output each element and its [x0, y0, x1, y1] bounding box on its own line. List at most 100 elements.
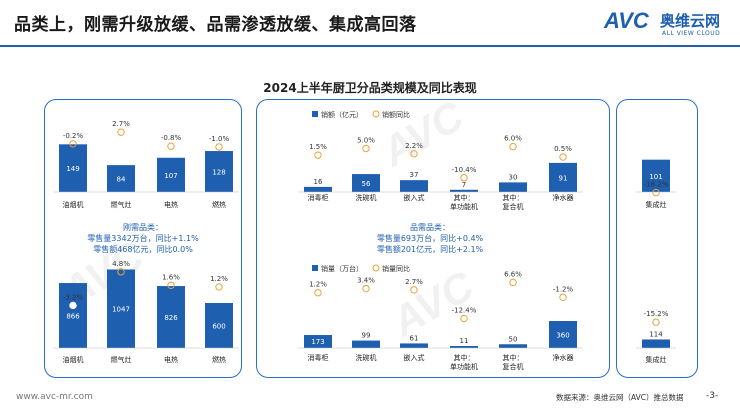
- category-label: 嵌入式: [404, 193, 425, 202]
- chart-bar: [304, 186, 332, 192]
- pct-label: 0.5%: [554, 145, 572, 153]
- chart-title: 2024上半年厨卫分品类规模及同比表现: [263, 81, 477, 95]
- category-label: 其中：: [454, 193, 475, 202]
- header-divider: [0, 45, 740, 47]
- bar-value-label: 826: [164, 314, 178, 322]
- category-label: 电热: [164, 355, 178, 364]
- pct-label: -1.2%: [553, 285, 574, 293]
- pct-marker: [69, 140, 77, 148]
- category-label: 复合机: [503, 362, 524, 371]
- chart-bar: [642, 159, 670, 192]
- bar-value-label: 84: [117, 176, 126, 184]
- pct-marker: [314, 151, 322, 159]
- logo-cn-text: 奥维云网: [660, 12, 721, 30]
- bar-value-label: 50: [509, 335, 518, 343]
- pct-marker: [410, 150, 418, 158]
- bar-value-label: 101: [649, 173, 662, 181]
- legend-bar-swatch: [312, 111, 318, 117]
- chart-bar: [352, 340, 380, 348]
- pct-marker: [69, 301, 77, 310]
- category-label: 集成灶: [646, 200, 667, 209]
- pct-label: 2.7%: [405, 278, 423, 286]
- category-label: 燃气灶: [111, 200, 132, 209]
- category-label: 单功能机: [450, 202, 478, 211]
- category-label: 集成灶: [646, 355, 667, 364]
- pct-marker: [314, 289, 322, 297]
- bar-value-label: 600: [212, 323, 225, 331]
- pct-label: 1.6%: [162, 273, 180, 281]
- legend-pct-label: 销量同比: [382, 264, 410, 273]
- pct-marker: [460, 314, 468, 323]
- pct-label: -0.8%: [161, 134, 182, 142]
- category-label: 洗碗机: [356, 353, 377, 362]
- chart-bar: [400, 180, 428, 192]
- quality-annotation-volume: 零售量693万台，同比+0.4%: [376, 234, 484, 243]
- category-label: 嵌入式: [404, 353, 425, 362]
- category-label: 电热: [164, 200, 178, 209]
- rigid-annotation: 刚需品类： 零售量3342万台，同比+1.1% 零售额468亿元，同比0.0%: [48, 222, 238, 255]
- bar-value-label: 1047: [112, 306, 130, 314]
- pct-label: 3.4%: [357, 277, 375, 285]
- chart-bar: [549, 162, 577, 192]
- pct-label: 5.0%: [357, 137, 375, 145]
- chart-bar: [450, 189, 478, 192]
- page-number: -3-: [706, 391, 719, 401]
- chart-bar: [549, 321, 577, 348]
- chart-bar: [642, 339, 670, 348]
- pct-label: -1.0%: [209, 135, 230, 143]
- chart-bar: [107, 269, 135, 348]
- avc-logo: AVC 奥维云网 ALL VIEW CLOUD: [604, 8, 732, 42]
- pct-marker: [117, 268, 125, 276]
- chart-bar: [304, 335, 332, 348]
- bar-value-label: 11: [460, 337, 469, 345]
- legend-pct-swatch: [372, 264, 380, 272]
- category-label: 燃热: [212, 200, 226, 209]
- pct-marker: [652, 318, 660, 326]
- pct-marker: [167, 142, 175, 150]
- pct-label: -18.2%: [644, 181, 669, 189]
- quality-annotation: 品需品类： 零售量693万台，同比+0.4% 零售额201亿元，同比+2.1%: [340, 222, 520, 255]
- bar-value-label: 360: [556, 332, 569, 340]
- legend-pct-swatch: [372, 110, 380, 118]
- chart-bar: [400, 343, 428, 348]
- rigid-annotation-head: 刚需品类：: [123, 223, 163, 232]
- chart-bar: [205, 151, 233, 192]
- legend-bar-label: 销量（万台）: [321, 264, 363, 273]
- pct-label: -3.2%: [63, 293, 84, 301]
- category-label: 油烟机: [63, 355, 84, 364]
- pct-marker: [410, 286, 418, 294]
- bar-value-label: 37: [410, 171, 419, 179]
- bar-value-label: 866: [66, 313, 80, 321]
- category-label: 消毒柜: [308, 193, 329, 202]
- pct-marker: [362, 284, 370, 293]
- pct-label: -0.2%: [63, 132, 84, 140]
- pct-marker: [559, 153, 567, 161]
- category-label: 消毒柜: [308, 353, 329, 362]
- category-label: 净水器: [553, 193, 574, 202]
- footer-source: 数据来源：奥维云网（AVC）推总数据: [556, 393, 684, 402]
- rigid-annotation-amount: 零售额468亿元，同比0.0%: [93, 245, 193, 254]
- pct-marker: [460, 174, 468, 182]
- pct-label: 1.2%: [210, 275, 228, 283]
- chart-bar: [157, 286, 185, 348]
- pct-label: 1.2%: [309, 281, 327, 289]
- chart-bar: [499, 344, 527, 348]
- pct-marker: [167, 281, 175, 289]
- category-label: 燃气灶: [111, 355, 132, 364]
- logo-text: AVC: [604, 8, 649, 33]
- bar-value-label: 128: [212, 169, 225, 177]
- bar-value-label: 91: [559, 174, 568, 182]
- pct-label: 6.6%: [504, 270, 522, 278]
- category-label: 其中：: [503, 193, 524, 202]
- pct-marker: [509, 142, 517, 151]
- category-label: 其中：: [503, 353, 524, 362]
- footer-url: www.avc-mr.com: [16, 392, 93, 402]
- rigid-demand-panel: [44, 99, 242, 378]
- bar-value-label: 99: [362, 332, 371, 340]
- bar-value-label: 56: [362, 180, 371, 188]
- category-label: 洗碗机: [356, 193, 377, 202]
- pct-marker: [215, 143, 223, 151]
- quality-demand-panel: [256, 99, 610, 378]
- bar-value-label: 173: [311, 338, 324, 346]
